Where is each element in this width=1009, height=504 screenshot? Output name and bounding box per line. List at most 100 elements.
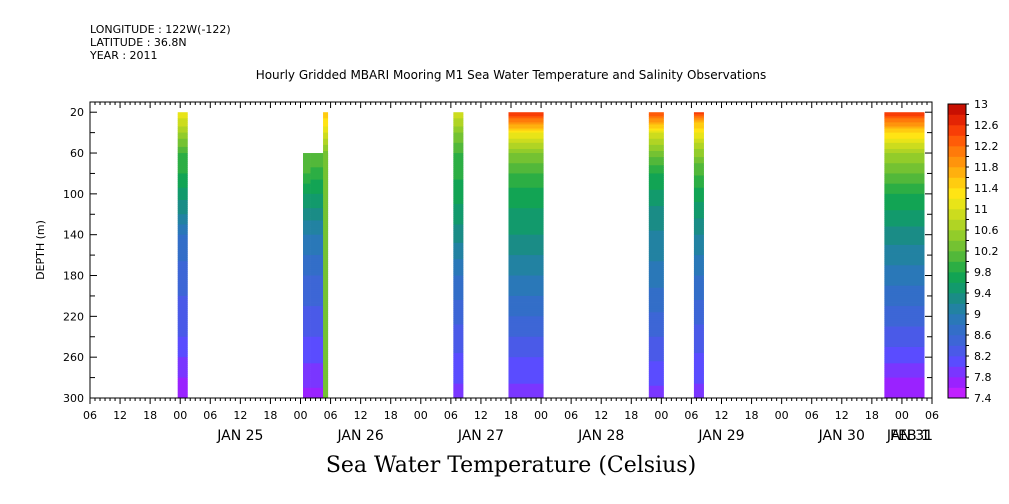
temperature-cell (648, 322, 664, 325)
temperature-cell (453, 167, 464, 170)
temperature-cell (453, 236, 464, 240)
temperature-cell (884, 144, 925, 148)
temperature-cell (453, 116, 464, 119)
temperature-cell (177, 320, 188, 323)
temperature-cell (303, 189, 311, 193)
temperature-cell (303, 179, 311, 183)
temperature-cell (453, 181, 464, 185)
temperature-cell (303, 195, 311, 199)
temperature-cell (693, 142, 704, 146)
temperature-cell (310, 381, 329, 385)
temperature-cell (693, 242, 704, 246)
temperature-cell (884, 308, 925, 311)
temperature-cell (508, 328, 544, 332)
temperature-cell (693, 344, 704, 348)
temperature-cell (177, 287, 188, 291)
x-tick-label: 06 (203, 409, 217, 422)
x-tick-label: 12 (474, 409, 488, 422)
temperature-cell (648, 204, 664, 207)
temperature-cell (508, 312, 544, 315)
temperature-cell (884, 167, 925, 170)
temperature-cell (884, 138, 925, 142)
temperature-cell (693, 140, 704, 144)
temperature-cell (177, 187, 188, 191)
temperature-cell (177, 232, 188, 236)
temperature-cell (884, 287, 925, 291)
temperature-cell (508, 146, 544, 150)
temperature-cell (453, 248, 464, 252)
temperature-cell (323, 363, 329, 366)
temperature-cell (453, 191, 464, 195)
y-tick-label: 140 (63, 229, 84, 242)
temperature-cell (453, 387, 464, 391)
temperature-cell (310, 357, 329, 360)
temperature-cell (884, 322, 925, 325)
temperature-cell (323, 291, 329, 295)
temperature-cell (323, 332, 329, 336)
temperature-cell (177, 138, 188, 142)
temperature-cell (884, 253, 925, 256)
temperature-cell (693, 365, 704, 368)
colorbar-swatch (948, 335, 966, 346)
colorbar-label: 11.8 (974, 161, 999, 174)
temperature-cell (177, 204, 188, 207)
temperature-cell (177, 171, 188, 174)
temperature-cell (303, 371, 311, 374)
temperature-cell (693, 312, 704, 315)
temperature-cell (177, 300, 188, 303)
temperature-cell (310, 212, 329, 215)
temperature-cell (884, 273, 925, 276)
temperature-cell (884, 320, 925, 323)
temperature-cell (177, 269, 188, 272)
temperature-cell (648, 253, 664, 256)
temperature-cell (177, 253, 188, 256)
temperature-cell (648, 381, 664, 385)
temperature-cell (453, 385, 464, 389)
temperature-cell (310, 355, 329, 358)
temperature-cell (693, 381, 704, 385)
temperature-cell (177, 340, 188, 344)
temperature-cell (303, 242, 311, 246)
temperature-cell (323, 224, 329, 227)
temperature-cell (693, 357, 704, 360)
temperature-cell (508, 228, 544, 232)
temperature-cell (323, 371, 329, 374)
x-tick-label: 12 (113, 409, 127, 422)
temperature-cell (303, 314, 311, 317)
temperature-cell (310, 385, 329, 389)
temperature-cell (177, 316, 188, 319)
temperature-cell (453, 328, 464, 332)
temperature-cell (648, 369, 664, 372)
temperature-cell (323, 255, 329, 258)
temperature-cell (693, 383, 704, 387)
temperature-cell (453, 177, 464, 180)
temperature-cell (453, 346, 464, 350)
colorbar-swatch (948, 146, 966, 157)
colorbar-label: 9 (974, 308, 981, 321)
temperature-cell (453, 377, 464, 381)
temperature-cell (177, 238, 188, 242)
temperature-cell (303, 326, 311, 329)
temperature-cell (323, 161, 329, 164)
temperature-cell (323, 346, 329, 350)
temperature-cell (323, 171, 329, 174)
temperature-cell (453, 324, 464, 327)
data-column-5 (508, 112, 544, 399)
temperature-cell (453, 334, 464, 338)
data-column-3 (323, 112, 329, 399)
temperature-cell (884, 255, 925, 258)
temperature-cell (310, 214, 329, 217)
temperature-cell (453, 361, 464, 364)
temperature-cell (177, 169, 188, 172)
temperature-cell (648, 302, 664, 305)
temperature-cell (693, 318, 704, 321)
temperature-cell (884, 367, 925, 370)
temperature-cell (303, 322, 311, 325)
temperature-cell (508, 253, 544, 256)
temperature-cell (303, 187, 311, 191)
temperature-cell (310, 330, 329, 334)
temperature-cell (648, 377, 664, 381)
temperature-cell (177, 208, 188, 211)
temperature-cell (648, 212, 664, 215)
temperature-cell (453, 118, 464, 121)
